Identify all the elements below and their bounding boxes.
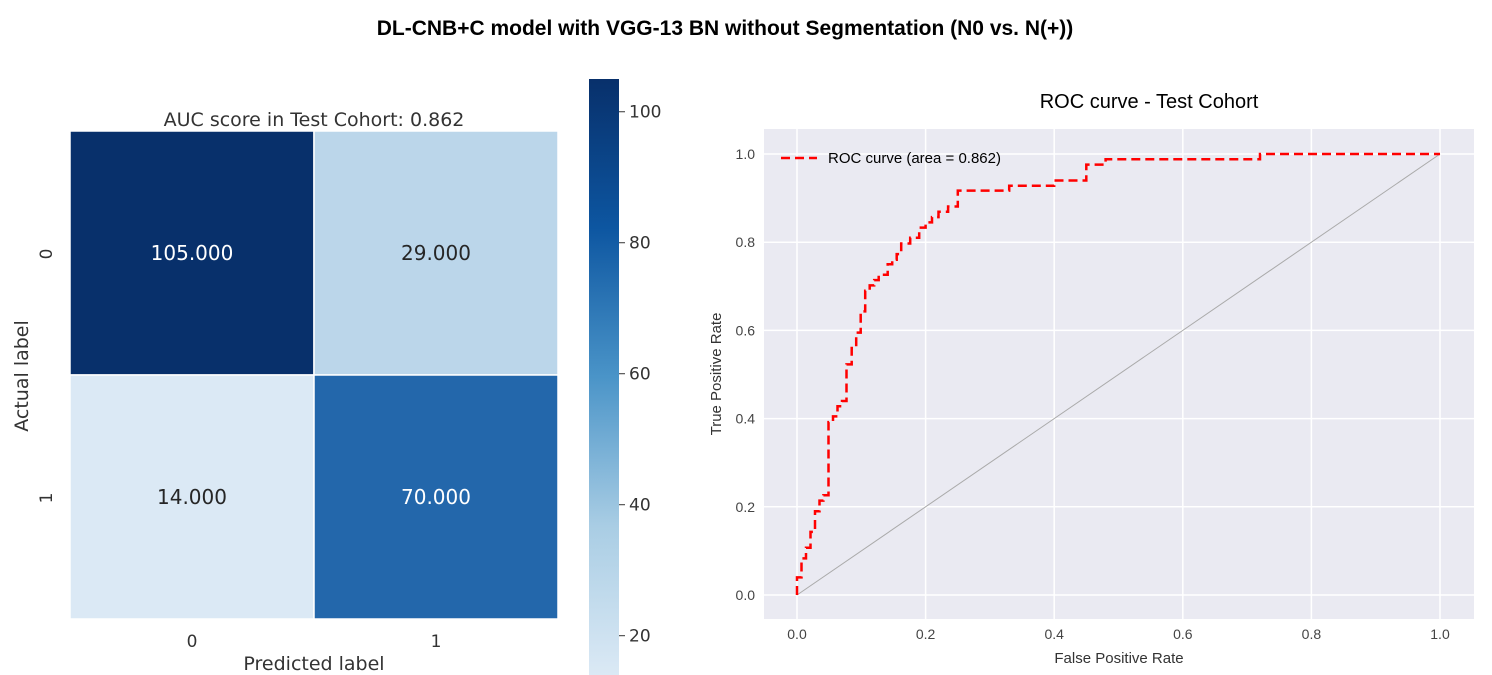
roc-curve-line xyxy=(795,152,1440,595)
roc-y-axis-label: True Positive Rate xyxy=(708,313,725,436)
colorbar-ticks: 100 80 60 40 20 xyxy=(619,103,661,647)
roc-legend: ROC curve (area = 0.862) xyxy=(781,150,1001,167)
roc-y-tick-3: 0.6 xyxy=(736,322,756,338)
heatmap-title: AUC score in Test Cohort: 0.862 xyxy=(164,109,465,131)
heatmap-cell-0-1 xyxy=(313,130,559,376)
roc-x-tick-3: 0.6 xyxy=(1173,626,1193,642)
colorbar-gradient xyxy=(589,79,619,675)
heatmap-y-tick-1: 1 xyxy=(37,493,57,504)
roc-x-ticks: 0.0 0.2 0.4 0.6 0.8 1.0 xyxy=(787,626,1450,642)
roc-title: ROC curve - Test Cohort xyxy=(1040,91,1259,113)
colorbar-tick-label-4: 20 xyxy=(629,627,651,647)
heatmap-cell-labels: 105.000 29.000 14.000 70.000 xyxy=(151,241,471,509)
roc-grid xyxy=(764,129,1474,619)
heatmap-cell-1-0 xyxy=(69,374,315,620)
roc-y-tick-5: 1.0 xyxy=(736,146,756,162)
heatmap-cells xyxy=(69,130,559,620)
heatmap-x-tick-1: 1 xyxy=(431,632,442,652)
colorbar-tick-label-2: 60 xyxy=(629,365,651,385)
heatmap-cell-label-1-1: 70.000 xyxy=(401,485,471,509)
roc-legend-label: ROC curve (area = 0.862) xyxy=(828,150,1001,167)
roc-y-ticks: 0.0 0.2 0.4 0.6 0.8 1.0 xyxy=(736,146,756,603)
colorbar-tick-label-0: 100 xyxy=(629,103,661,123)
heatmap-cell-label-0-1: 29.000 xyxy=(401,241,471,265)
heatmap-x-axis-label: Predicted label xyxy=(243,653,384,675)
colorbar-tick-label-1: 80 xyxy=(629,234,651,254)
roc-x-tick-1: 0.2 xyxy=(916,626,936,642)
roc-y-tick-2: 0.4 xyxy=(736,411,756,427)
confusion-matrix-heatmap: AUC score in Test Cohort: 0.862 105.000 2… xyxy=(11,109,559,675)
heatmap-cell-0-0 xyxy=(69,130,315,376)
roc-x-tick-0: 0.0 xyxy=(787,626,807,642)
roc-x-tick-2: 0.4 xyxy=(1044,626,1064,642)
heatmap-cell-1-1 xyxy=(313,374,559,620)
heatmap-cell-label-1-0: 14.000 xyxy=(157,485,227,509)
roc-y-tick-0: 0.0 xyxy=(736,587,756,603)
colorbar: 100 80 60 40 20 xyxy=(589,79,661,675)
roc-x-axis-label: False Positive Rate xyxy=(1054,650,1183,667)
heatmap-cell-label-0-0: 105.000 xyxy=(151,241,234,265)
roc-diagonal-line xyxy=(796,153,1441,596)
roc-x-tick-4: 0.8 xyxy=(1302,626,1322,642)
colorbar-tick-label-3: 40 xyxy=(629,496,651,516)
heatmap-y-tick-0: 0 xyxy=(37,249,57,260)
roc-y-tick-1: 0.2 xyxy=(736,499,756,515)
heatmap-x-tick-0: 0 xyxy=(187,632,198,652)
roc-plot: ROC curve - Test Cohort 0.0 0.2 0.4 0.6 0.8 1… xyxy=(708,91,1474,667)
figure-title: DL-CNB+C model with VGG-13 BN without Se… xyxy=(377,17,1074,40)
roc-y-tick-4: 0.8 xyxy=(736,234,756,250)
heatmap-y-axis-label: Actual label xyxy=(11,320,33,432)
roc-x-tick-5: 1.0 xyxy=(1430,626,1450,642)
